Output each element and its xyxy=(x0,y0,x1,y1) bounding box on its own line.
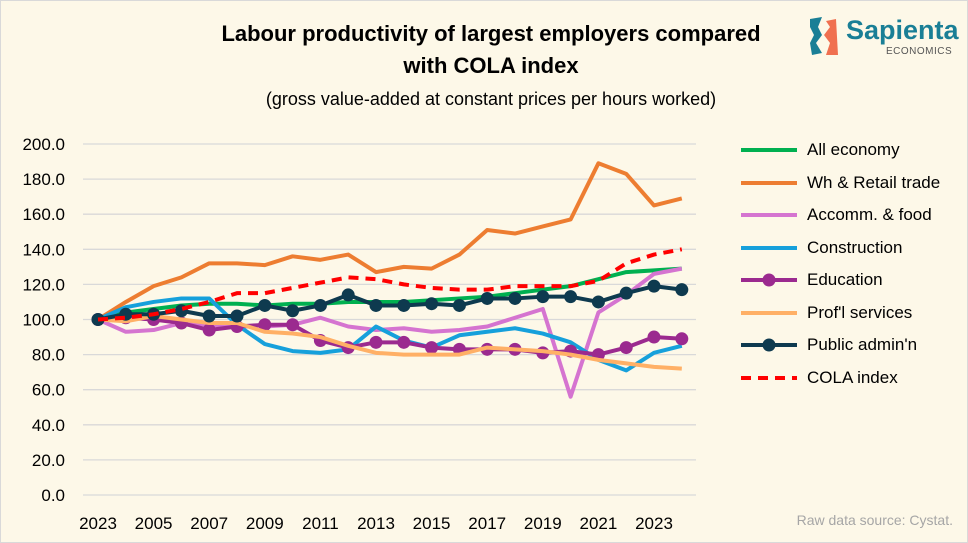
y-tick-label: 60.0 xyxy=(32,381,65,400)
data-point xyxy=(619,286,633,300)
data-point xyxy=(514,285,517,288)
y-tick-label: 180.0 xyxy=(22,170,65,189)
logo-mark-icon xyxy=(810,17,838,55)
y-tick-label: 100.0 xyxy=(22,311,65,330)
legend-label: All economy xyxy=(807,140,900,160)
data-point xyxy=(258,318,272,332)
x-tick-label: 2017 xyxy=(468,514,506,533)
series-public-admin-n xyxy=(91,279,689,326)
legend-item: Public admin'n xyxy=(739,329,940,362)
data-point xyxy=(230,309,244,323)
legend-item: Education xyxy=(739,264,940,297)
data-point xyxy=(369,335,383,349)
y-tick-label: 160.0 xyxy=(22,205,65,224)
data-point xyxy=(625,262,628,265)
legend-swatch-icon xyxy=(741,245,797,250)
legend-swatch-icon xyxy=(741,338,797,352)
x-tick-label: 2011 xyxy=(302,514,339,533)
data-point xyxy=(369,298,383,312)
legend-item: COLA index xyxy=(739,362,940,395)
data-point xyxy=(286,318,300,332)
data-point xyxy=(675,283,689,297)
y-tick-label: 120.0 xyxy=(22,275,65,294)
x-tick-label: 2007 xyxy=(190,514,228,533)
data-point xyxy=(564,290,578,304)
data-point xyxy=(425,341,439,355)
legend-swatch-icon xyxy=(741,180,797,185)
y-tick-label: 200.0 xyxy=(22,135,65,154)
series-line xyxy=(97,313,682,371)
data-point xyxy=(341,288,355,302)
legend-label: Prof'l services xyxy=(807,302,913,322)
data-point xyxy=(480,291,494,305)
y-tick-label: 20.0 xyxy=(32,451,65,470)
x-tick-label: 2015 xyxy=(413,514,451,533)
legend-swatch-icon xyxy=(741,148,797,153)
chart-title-line2: with COLA index xyxy=(403,53,579,78)
legend-swatch-icon xyxy=(741,213,797,218)
legend-item: Prof'l services xyxy=(739,297,940,330)
data-point xyxy=(452,298,466,312)
data-point xyxy=(397,335,411,349)
data-point xyxy=(425,297,439,311)
legend-label: Accomm. & food xyxy=(807,205,932,225)
data-point xyxy=(286,304,300,318)
chart-subtitle: (gross value-added at constant prices pe… xyxy=(265,89,717,109)
series-cola-index xyxy=(97,247,683,322)
x-tick-label: 2009 xyxy=(246,514,284,533)
logo-tagline: ECONOMICS xyxy=(886,46,953,57)
data-point xyxy=(647,279,661,293)
legend-swatch-icon xyxy=(741,310,797,315)
data-point xyxy=(202,323,216,337)
data-point xyxy=(647,330,661,344)
y-tick-label: 140.0 xyxy=(22,240,65,259)
legend-swatch-icon xyxy=(741,375,797,380)
series-wh-retail-trade xyxy=(96,161,683,322)
data-point xyxy=(675,332,689,346)
data-point xyxy=(508,291,522,305)
legend-label: Education xyxy=(807,270,883,290)
y-tick-label: 80.0 xyxy=(32,346,65,365)
data-point xyxy=(591,295,605,309)
series-line xyxy=(97,247,683,322)
series-all-economy xyxy=(97,266,682,322)
data-point xyxy=(619,341,633,355)
data-point xyxy=(536,290,550,304)
x-tick-label: 2013 xyxy=(357,514,395,533)
data-point xyxy=(258,298,272,312)
data-point xyxy=(313,298,327,312)
chart-title-line1: Labour productivity of largest employers… xyxy=(221,21,761,46)
logo-brand: Sapienta xyxy=(846,15,959,45)
y-tick-label: 0.0 xyxy=(41,486,65,505)
data-point xyxy=(430,286,433,289)
data-point xyxy=(202,309,216,323)
legend-label: COLA index xyxy=(807,367,898,387)
legend-label: Public admin'n xyxy=(807,335,918,355)
x-tick-label: 2019 xyxy=(524,514,562,533)
legend-item: Construction xyxy=(739,232,940,265)
x-tick-label: 2021 xyxy=(579,514,617,533)
legend-item: All economy xyxy=(739,134,940,167)
legend-label: Wh & Retail trade xyxy=(807,172,941,192)
y-tick-label: 40.0 xyxy=(32,416,65,435)
series-line xyxy=(96,161,683,322)
series-prof-l-services xyxy=(97,313,682,371)
x-tick-label: 2023 xyxy=(635,514,673,533)
legend-label: Construction xyxy=(807,237,903,257)
series-line xyxy=(97,266,682,322)
source-note: Raw data source: Cystat. xyxy=(796,512,953,528)
x-tick-label: 2005 xyxy=(135,514,173,533)
legend: All economy Wh & Retail trade Accomm. & fo… xyxy=(739,134,940,394)
legend-item: Accomm. & food xyxy=(739,199,940,232)
legend-item: Wh & Retail trade xyxy=(739,167,940,200)
data-point xyxy=(397,298,411,312)
sapienta-logo: Sapienta ECONOMICS xyxy=(806,13,966,59)
series-line xyxy=(97,315,682,357)
series-line xyxy=(97,284,683,322)
x-tick-label: 2023 xyxy=(79,514,117,533)
legend-swatch-icon xyxy=(741,273,797,287)
